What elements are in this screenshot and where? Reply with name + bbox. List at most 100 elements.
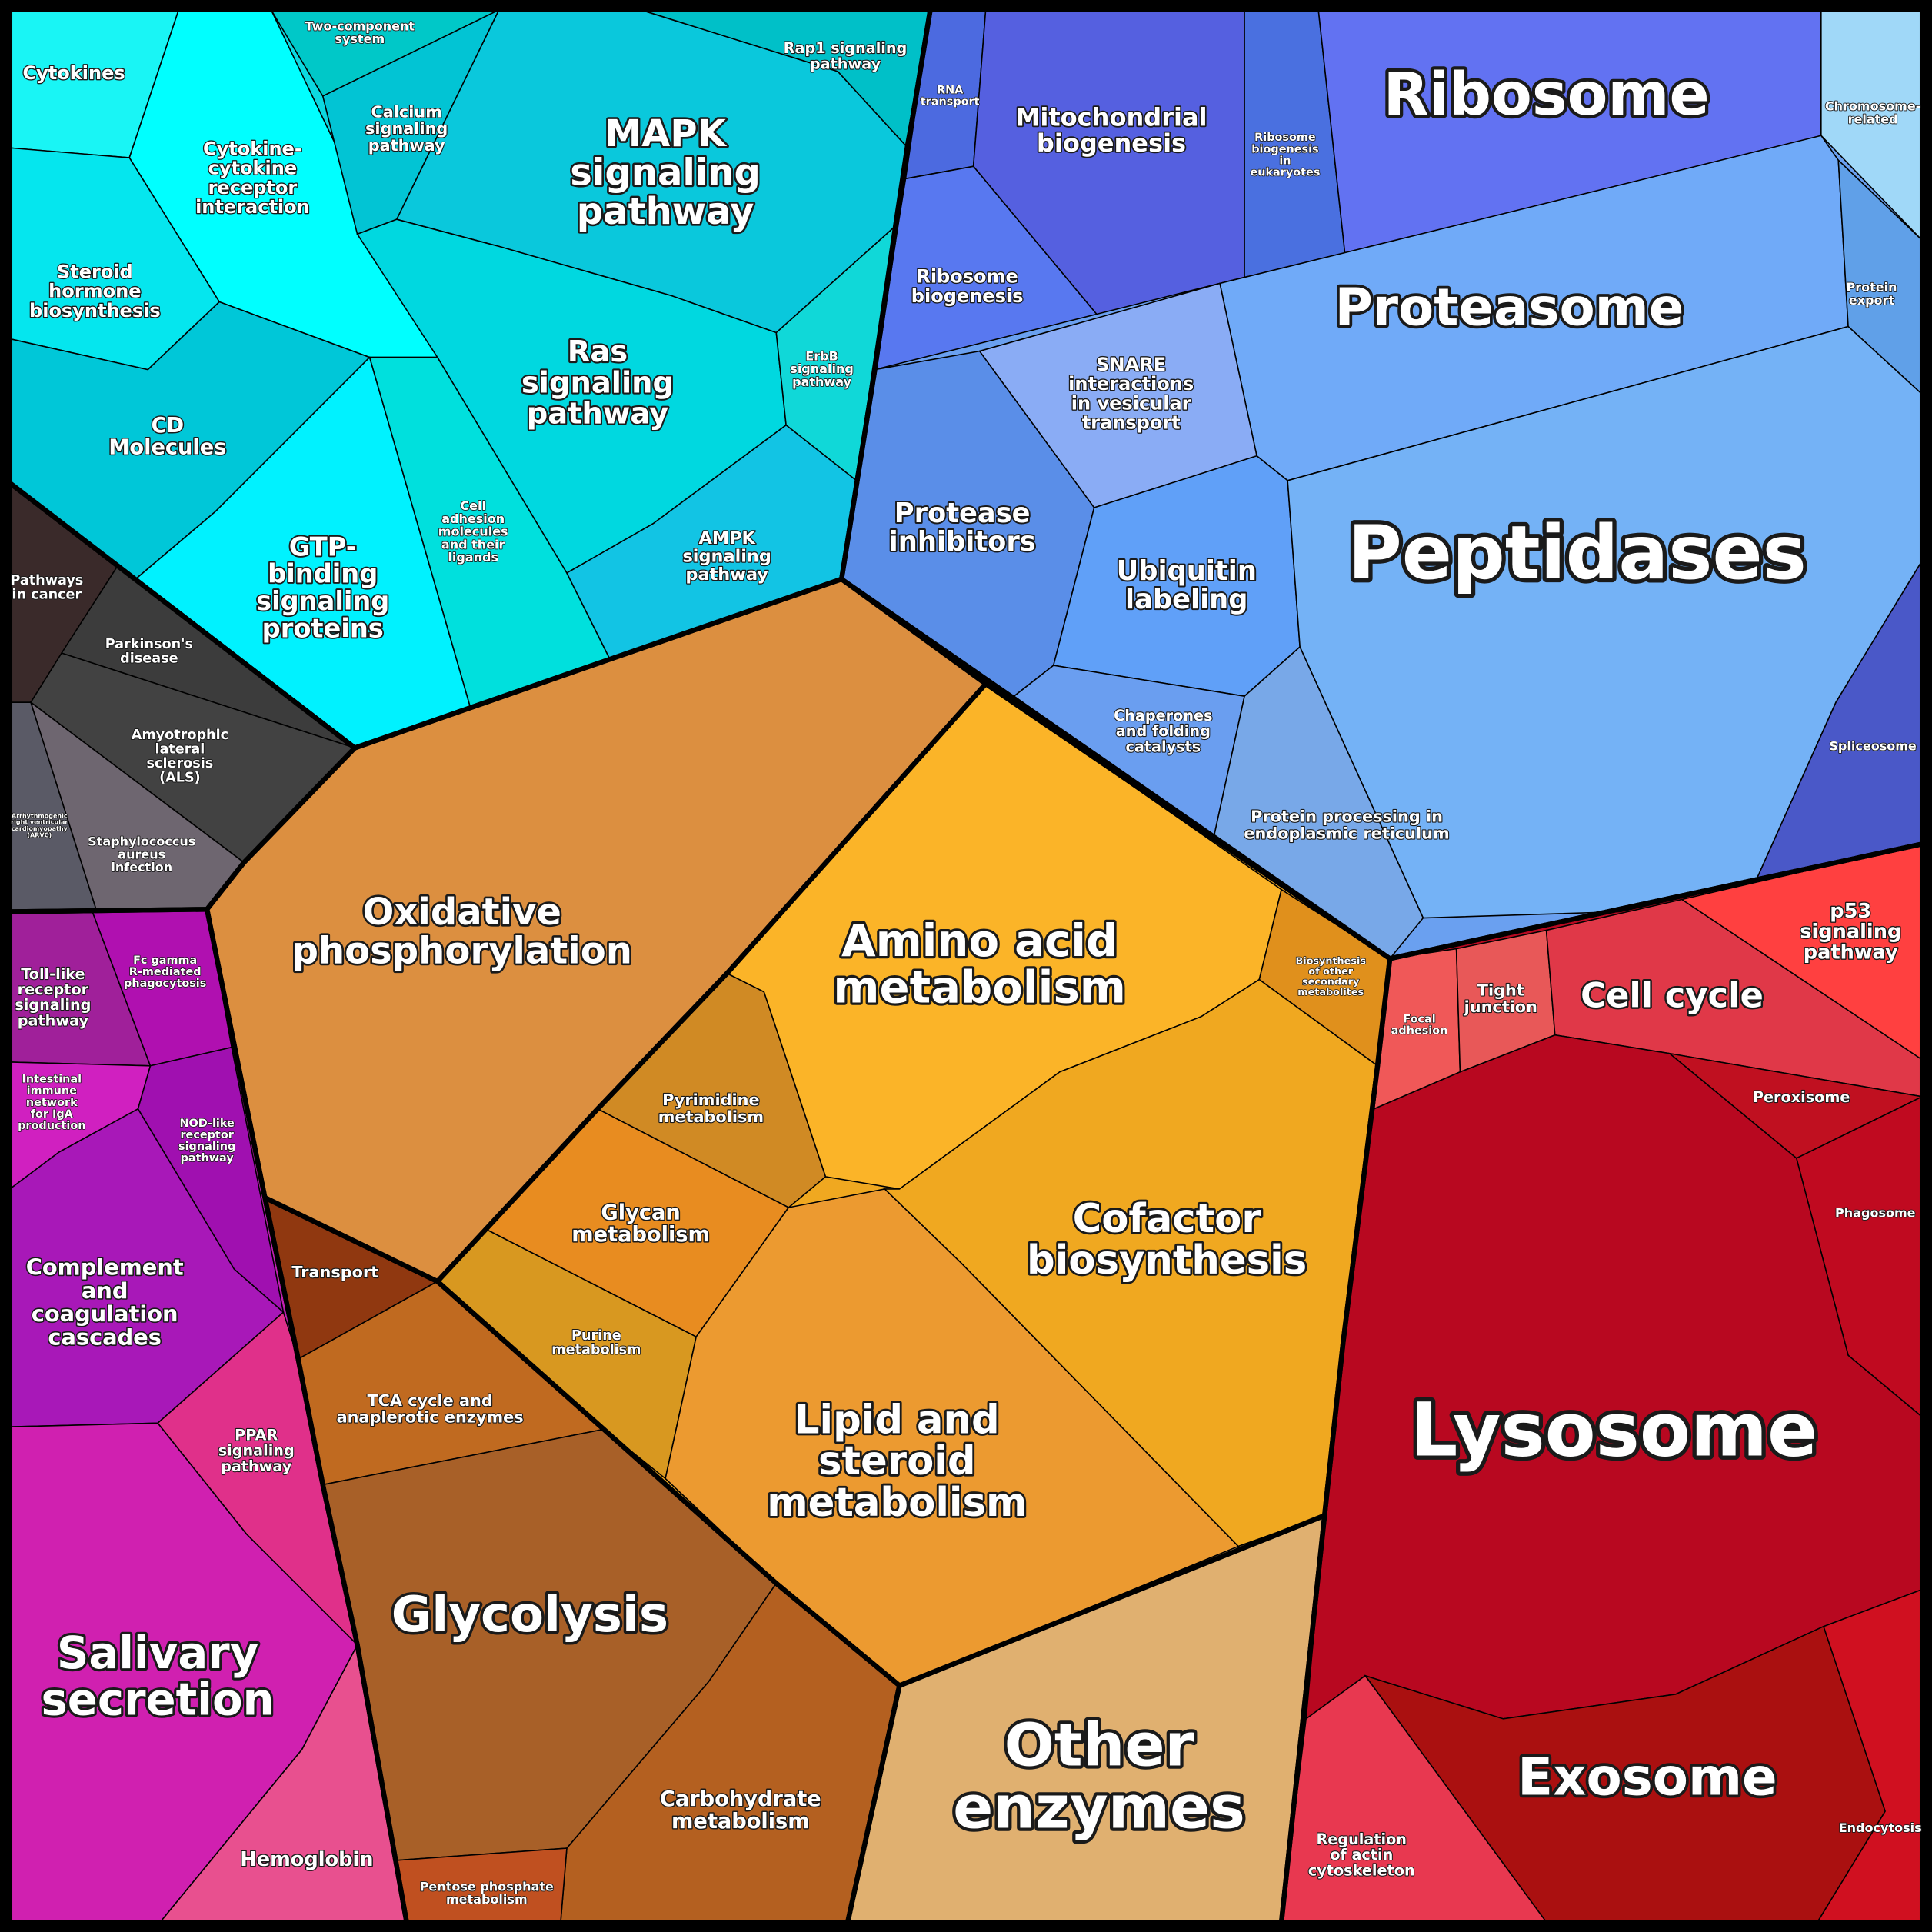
node-label: pathway [810,55,881,72]
node-label: lateral [155,741,205,757]
node-label: Chromosome- [1825,98,1920,113]
node-label: pathway [685,565,768,585]
node-label: Rap1 signaling [784,39,908,57]
node-label: pathway [527,397,669,431]
node-label: biogenesis [1251,143,1318,155]
node-label: cytoskeleton [1308,1861,1415,1879]
node-label: Amino acid [841,914,1118,967]
node-label: Lysosome [1411,1387,1817,1474]
node-label: signaling [218,1442,295,1460]
node-label: pathway [577,190,754,233]
node-label: metabolism [446,1892,528,1907]
node-label: PPAR [235,1427,278,1444]
node-label: signaling [790,361,854,376]
node-label: Cell [460,498,486,513]
node-label: metabolism [658,1108,764,1126]
node-label: cardiomyopathy [12,825,68,832]
node-label: receptor [180,1129,234,1141]
node-label: in [1279,155,1291,167]
node-label: adhesion [441,511,505,526]
node-label: biosynthesis [29,300,161,321]
node-label: Biosynthesis [1295,956,1366,968]
node-label: biosynthesis [1027,1237,1307,1284]
node-label: signaling [570,151,761,194]
node-label: secondary [1302,977,1360,988]
node-label: Carbohydrate [660,1787,821,1811]
node-label: CD [152,414,185,438]
node-label: endoplasmic reticulum [1244,824,1449,842]
node-label: Mitochondrial [1016,103,1208,132]
node-label: signaling [365,119,448,138]
node-label: pathway [221,1457,292,1475]
node-label: transport [921,96,980,108]
node-label: Staphylococcus [88,834,195,848]
node-label: interaction [195,196,310,218]
node-label: and their [441,537,505,551]
node-label: Arrhythmogenic [12,812,68,819]
node-label: ligands [448,550,498,565]
node-label: metabolism [551,1342,641,1357]
node-label: Protein [1846,280,1897,295]
node-label: system [335,32,385,46]
node-label: and folding [1116,722,1211,740]
node-label: biogenesis [911,285,1024,307]
node-label: in cancer [12,587,82,602]
node-label: Amyotrophic [132,728,228,743]
node-label: catalysts [1125,738,1201,755]
node-label: metabolites [1297,987,1364,998]
node-label: infection [111,860,172,874]
node-label: secretion [41,1673,274,1725]
node-label: R-mediated [129,966,202,978]
node-label: interactions [1068,373,1194,395]
node-label: SNARE [1096,354,1166,375]
node-label: signaling [15,996,91,1014]
node-label: hormone [48,281,141,302]
node-label: RNA [937,84,964,96]
node-label: cascades [48,1324,162,1350]
node-label: Glycolysis [391,1587,668,1644]
node-label: Phagosome [1835,1206,1916,1221]
node-label: Ribosome [1383,61,1709,129]
node-label: Complement [26,1254,184,1281]
node-label: Ras [568,335,628,369]
node-label: Calcium [371,102,441,121]
node-label: in vesicular [1071,392,1191,414]
node-label: Transport [291,1263,378,1281]
node-label: MAPK [605,112,727,155]
node-label: Pyrimidine [662,1091,759,1109]
node-label: metabolism [671,1810,810,1834]
node-label: Peroxisome [1753,1088,1850,1106]
node-label: Exosome [1517,1747,1777,1807]
node-label: Cofactor [1073,1196,1262,1242]
node-label: of other [1308,966,1354,978]
node-label: immune [27,1085,77,1098]
node-label: Molecules [108,436,226,460]
node-label: Protein processing in [1251,807,1443,825]
node-label: biogenesis [1037,128,1186,158]
node-label: proteins [262,613,384,643]
node-label: of actin [1330,1846,1393,1864]
node-label: right ventricular [11,819,68,826]
node-label: Salivary [57,1627,258,1679]
node-label: pathway [1804,941,1898,964]
node-label: inhibitors [889,526,1036,558]
node-label: enzymes [953,1774,1245,1842]
node-label: steroid [818,1438,975,1484]
node-label: receptor [18,981,89,998]
node-label: and [82,1277,128,1304]
node-label: export [1849,293,1895,308]
node-label: metabolism [767,1480,1027,1526]
node-label: AMPK [698,528,756,548]
node-label: Intestinal [22,1074,82,1086]
node-label: signaling [1800,921,1901,944]
node-label: binding [268,559,378,589]
node-label: (ARVC) [27,831,52,838]
node-label: Lipid and [794,1397,1000,1443]
node-label: transport [1082,412,1181,434]
node-label: Oxidative [363,891,561,934]
node-label: Tight [1477,981,1524,999]
node-label: network [26,1097,78,1109]
node-label: signaling [178,1141,235,1153]
node-label: signaling [521,365,674,400]
node-label: Regulation [1317,1830,1407,1848]
